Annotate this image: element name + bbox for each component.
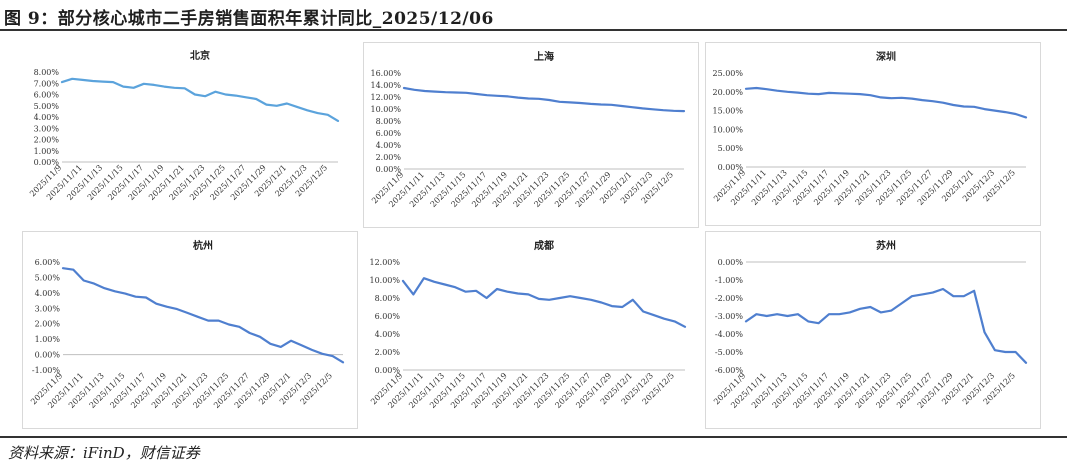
y-tick-label: 5.00% xyxy=(718,144,744,153)
figure-title: 图 9：部分核心城市二手房销售面积年累计同比_2025/12/06 xyxy=(4,9,494,29)
y-tick-label: 20.00% xyxy=(712,88,743,97)
chart-panel-shenzhen: 深圳 0.00% 5.00% 10.00% 15.00% 20.00% 25.00% 2025… xyxy=(705,42,1041,226)
series-line xyxy=(401,277,687,328)
y-tick-label: 8.00% xyxy=(375,294,401,303)
chart-title: 苏州 xyxy=(876,239,896,252)
y-tick-label: 12.00% xyxy=(370,93,401,102)
y-tick-label: -3.00% xyxy=(715,312,744,321)
y-tick-label: 5.00% xyxy=(34,102,60,111)
y-tick-label: -1.00% xyxy=(32,366,61,375)
y-tick-label: 6.00% xyxy=(35,258,61,267)
y-tick-label: 5.00% xyxy=(35,273,61,282)
chart-title: 北京 xyxy=(190,49,210,62)
y-tick-label: 8.00% xyxy=(34,68,60,77)
y-tick-label: 3.00% xyxy=(35,304,61,313)
y-tick-label: -2.00% xyxy=(715,294,744,303)
chart-shenzhen: 深圳0.00%5.00%10.00%15.00%20.00%25.00%2025… xyxy=(712,50,1028,207)
y-tick-label: 8.00% xyxy=(376,117,402,126)
series-line xyxy=(60,77,340,123)
chart-panel-suzhou: 苏州 -6.00% -5.00% -4.00% -3.00% -2.00% -1.00% 0.… xyxy=(705,231,1041,429)
y-tick-label: 4.00% xyxy=(376,141,402,150)
y-tick-label: -4.00% xyxy=(715,330,744,339)
chart-suzhou: 苏州 -6.00% -5.00% -4.00% -3.00% -2.00% -1.00% 0.… xyxy=(712,239,1028,410)
y-tick-label: 10.00% xyxy=(712,125,743,134)
y-tick-label: -5.00% xyxy=(715,348,744,357)
y-tick-label: 6.00% xyxy=(34,91,60,100)
y-tick-label: 4.00% xyxy=(34,113,60,122)
y-tick-label: 2.00% xyxy=(376,153,402,162)
y-tick-label: 0.00% xyxy=(718,258,744,267)
series-line xyxy=(61,267,345,364)
y-tick-label: -1.00% xyxy=(715,276,744,285)
chart-panel-hangzhou: 杭州 -1.00% 0.00% 1.00% 2.00% 3.00% 4.00% 5.00% 6.… xyxy=(22,231,358,429)
y-tick-label: 0.00% xyxy=(375,366,401,375)
y-tick-label: -6.00% xyxy=(715,366,744,375)
chart-title: 成都 xyxy=(534,239,554,252)
chart-panel-chengdu: 成都 0.00% 2.00% 4.00% 6.00% 8.00% 10.00% 12.00% 2… xyxy=(363,232,699,428)
chart-beijing: 北京 0.00% 1.00% 2.00% 3.00% 4.00% 5.00% 6.00% 7.0… xyxy=(28,49,340,202)
y-tick-label: 0.00% xyxy=(376,165,402,174)
y-tick-label: 7.00% xyxy=(34,79,60,88)
y-tick-label: 10.00% xyxy=(369,276,400,285)
y-tick-label: 16.00% xyxy=(370,69,401,78)
y-tick-label: 6.00% xyxy=(376,129,402,138)
series-line xyxy=(744,86,1028,119)
chart-chengdu: 成都0.00%2.00%4.00%6.00%8.00%10.00%12.00%2… xyxy=(369,239,687,410)
chart-title: 上海 xyxy=(534,50,554,63)
y-tick-label: 0.00% xyxy=(35,351,61,360)
y-tick-label: 2.00% xyxy=(375,348,401,357)
chart-title: 杭州 xyxy=(193,239,213,252)
series-line xyxy=(744,287,1028,364)
series-line xyxy=(402,86,686,113)
y-tick-label: 3.00% xyxy=(34,124,60,133)
y-tick-label: 10.00% xyxy=(370,105,401,114)
chart-panel-shanghai: 上海 0.00% 2.00% 4.00% 6.00% 8.00% 10.00% 12.00% 1… xyxy=(363,42,699,228)
y-tick-label: 4.00% xyxy=(375,330,401,339)
y-tick-label: 12.00% xyxy=(369,258,400,267)
y-tick-label: 15.00% xyxy=(712,107,743,116)
y-tick-label: 14.00% xyxy=(370,81,401,90)
y-tick-label: 4.00% xyxy=(35,289,61,298)
chart-title: 深圳 xyxy=(876,50,896,63)
chart-panel-beijing: 北京 0.00% 1.00% 2.00% 3.00% 4.00% 5.00% 6.00% 7.0… xyxy=(22,42,352,220)
y-tick-label: 1.00% xyxy=(34,147,60,156)
top-rule xyxy=(0,29,1067,31)
source-note: 资料来源：iFinD，财信证券 xyxy=(8,444,200,462)
y-tick-label: 1.00% xyxy=(35,335,61,344)
y-tick-label: 25.00% xyxy=(712,69,743,78)
y-tick-label: 2.00% xyxy=(34,136,60,145)
y-tick-label: 2.00% xyxy=(35,320,61,329)
bottom-rule xyxy=(0,436,1067,438)
y-tick-label: 6.00% xyxy=(375,312,401,321)
chart-hangzhou: 杭州 -1.00% 0.00% 1.00% 2.00% 3.00% 4.00% 5.00% 6.… xyxy=(29,239,345,410)
y-tick-label: 0.00% xyxy=(34,158,60,167)
y-tick-label: 0.00% xyxy=(718,163,744,172)
chart-shanghai: 上海 0.00% 2.00% 4.00% 6.00% 8.00% 10.00% 12.00% 1… xyxy=(370,50,686,209)
